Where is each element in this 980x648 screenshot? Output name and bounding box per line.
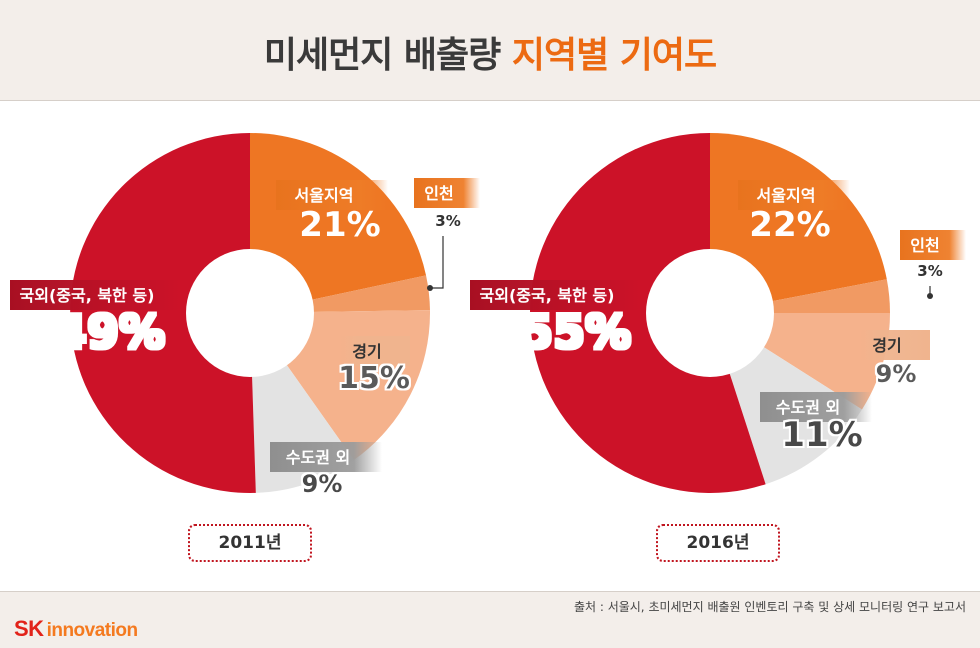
slice-name: 경기: [352, 342, 381, 361]
slice-label-1: 인천 3%: [414, 178, 480, 291]
slice-label-2: 경기 9%: [860, 330, 930, 388]
slice-name: 국외(중국, 북한 등): [20, 286, 155, 305]
logo-sk: SK: [14, 616, 44, 641]
slice-value: 21%: [299, 205, 380, 245]
donut-hole: [646, 249, 774, 377]
label-tag-bg: [414, 178, 480, 208]
year-label-2016: 2016년: [656, 524, 780, 562]
leader-line: [430, 236, 444, 289]
slice-label-3: 수도권 외11%: [760, 392, 872, 455]
slice-name: 경기: [872, 336, 901, 355]
slice-value: 3%: [435, 212, 460, 230]
slice-value: 9%: [302, 470, 343, 498]
slice-name: 서울지역: [295, 186, 354, 205]
slice-label-1: 인천 3%: [900, 230, 966, 299]
page-title: 미세먼지 배출량 지역별 기여도: [0, 26, 980, 78]
slice-label-4: 국외(중국, 북한 등)49%: [10, 280, 180, 359]
source-note: 출처 : 서울시, 초미세먼지 배출원 인벤토리 구축 및 상세 모니터링 연구…: [573, 600, 966, 614]
slice-name: 인천: [424, 184, 453, 203]
slice-4: [70, 133, 256, 493]
label-tag-bg: [860, 330, 930, 360]
label-tag-bg: [270, 442, 382, 472]
title-main: 미세먼지 배출량: [263, 35, 501, 76]
leader-dot: [927, 293, 933, 299]
label-tag-bg: [470, 280, 640, 310]
title-accent: 지역별 기여도: [511, 35, 717, 76]
slice-value: 11%: [781, 415, 862, 455]
slice-label-3: 수도권 외 9%: [270, 442, 382, 498]
label-tag-bg: [738, 180, 850, 210]
sk-innovation-logo: SK innovation: [14, 616, 138, 642]
slice-value: 9%: [876, 360, 917, 388]
label-tag-bg: [10, 280, 180, 310]
slice-name: 인천: [910, 236, 939, 255]
logo-innovation: innovation: [46, 620, 139, 641]
slice-value: 49%: [55, 305, 165, 359]
leader-dot: [427, 285, 433, 291]
slice-name: 국외(중국, 북한 등): [480, 286, 615, 305]
label-tag-bg: [900, 230, 966, 260]
slice-name: 수도권 외: [776, 398, 840, 417]
title-bar: 미세먼지 배출량 지역별 기여도: [0, 0, 980, 100]
label-tag-bg: [340, 336, 410, 366]
slice-name: 서울지역: [757, 186, 816, 205]
label-tag-bg: [276, 180, 388, 210]
slice-name: 수도권 외: [286, 448, 350, 467]
slice-value: 22%: [749, 205, 830, 245]
slice-value: 55%: [521, 305, 631, 359]
donut-hole: [186, 249, 314, 377]
label-tag-bg: [760, 392, 872, 422]
year-label-2011: 2011년: [188, 524, 312, 562]
slice-value: 3%: [917, 262, 942, 280]
slice-value: 15%: [338, 361, 410, 396]
slice-label-4: 국외(중국, 북한 등)55%: [470, 280, 640, 359]
